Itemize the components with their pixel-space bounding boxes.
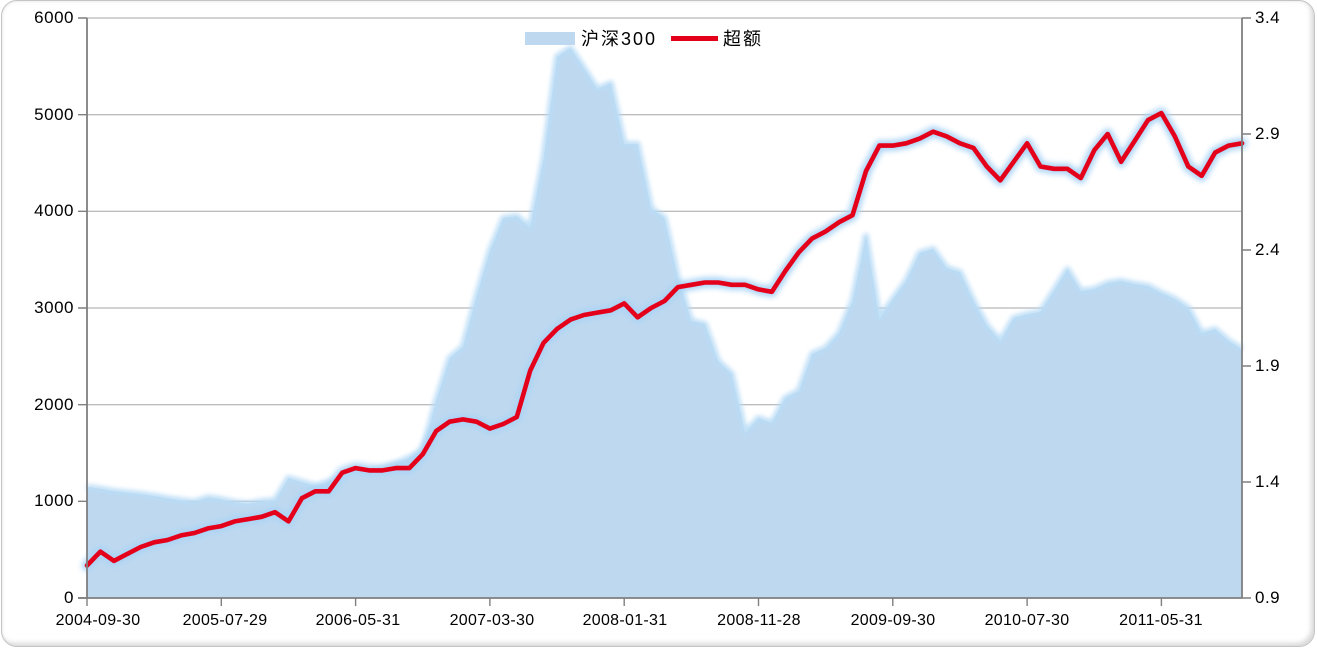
y-right-tick-label: 1.4 [1255, 472, 1281, 491]
legend-line-swatch [671, 35, 719, 41]
legend-label-excess: 超额 [723, 29, 764, 49]
y-left-tick-label: 5000 [34, 105, 74, 124]
x-tick-label: 2011-05-31 [1119, 612, 1203, 629]
x-tick-label: 2006-05-31 [315, 612, 401, 629]
legend-label-csi300: 沪深300 [581, 29, 658, 49]
axis-lines [78, 18, 1243, 599]
y-left-tick-label: 2000 [34, 395, 74, 414]
x-tick-label: 2008-11-28 [717, 612, 801, 629]
excess-line [84, 110, 1245, 568]
y-right-tick-label: 0.9 [1255, 588, 1281, 607]
y-right-tick-label: 2.4 [1255, 240, 1281, 259]
y-left-tick-label: 1000 [34, 491, 74, 510]
y-left-tick-label: 6000 [34, 8, 74, 27]
y-left-tick-label: 0 [64, 588, 74, 607]
x-tick-label: 2007-03-30 [449, 612, 535, 629]
legend-area-swatch [525, 31, 575, 45]
y-right-tick-label: 2.9 [1255, 124, 1281, 143]
csi300-area [87, 48, 1242, 598]
x-tick-label: 2005-07-29 [182, 612, 268, 629]
y-right-tick-label: 3.4 [1255, 8, 1281, 27]
y-right-tick-label: 1.9 [1255, 356, 1281, 375]
legend: 沪深300 超额 [525, 27, 763, 49]
x-tick-label: 2004-09-30 [55, 612, 141, 629]
x-tick-label: 2008-01-31 [582, 612, 668, 629]
y-left-tick-label: 4000 [34, 201, 74, 220]
y-left-tick-label: 3000 [34, 298, 74, 317]
x-tick-label: 2009-09-30 [850, 612, 936, 629]
x-tick-label: 2010-07-30 [984, 612, 1070, 629]
csi300-area-glow [86, 45, 1244, 507]
